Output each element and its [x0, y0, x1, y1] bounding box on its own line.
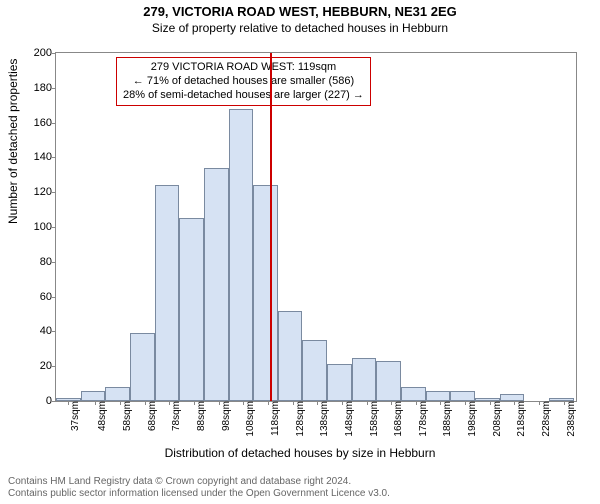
x-tick-label: 228sqm: [539, 401, 552, 437]
annotation-line1: 279 VICTORIA ROAD WEST: 119sqm: [151, 61, 336, 73]
x-tick-label: 218sqm: [514, 401, 527, 437]
x-tick-label: 78sqm: [169, 401, 182, 431]
x-tick-label: 238sqm: [564, 401, 577, 437]
chart-container: 279, VICTORIA ROAD WEST, HEBBURN, NE31 2…: [0, 4, 600, 504]
histogram-bar: [155, 185, 180, 401]
x-axis-label: Distribution of detached houses by size …: [0, 446, 600, 460]
histogram-bar: [56, 398, 81, 401]
histogram-bar: [130, 333, 155, 401]
x-tick-label: 158sqm: [367, 401, 380, 437]
histogram-bar: [81, 391, 106, 401]
marker-annotation: 279 VICTORIA ROAD WEST: 119sqm ← 71% of …: [116, 57, 371, 106]
histogram-bar: [302, 340, 327, 401]
x-tick-label: 208sqm: [490, 401, 503, 437]
property-marker-line: [270, 53, 272, 401]
histogram-bar: [229, 109, 254, 401]
y-axis-label: Number of detached properties: [6, 59, 20, 224]
histogram-bar: [475, 398, 500, 401]
histogram-bar: [105, 387, 130, 401]
footer-line2: Contains public sector information licen…: [8, 488, 390, 499]
histogram-bar: [278, 311, 303, 401]
histogram-bar: [401, 387, 426, 401]
histogram-bar: [500, 394, 525, 401]
histogram-bar: [376, 361, 401, 401]
x-tick-label: 58sqm: [120, 401, 133, 431]
x-tick-label: 37sqm: [68, 401, 81, 431]
histogram-bar: [204, 168, 229, 401]
plot-area: 279 VICTORIA ROAD WEST: 119sqm ← 71% of …: [55, 52, 577, 402]
footer-line1: Contains HM Land Registry data © Crown c…: [8, 476, 351, 487]
histogram-bar: [426, 391, 451, 401]
histogram-bar: [253, 185, 278, 401]
histogram-bar: [450, 391, 475, 401]
page-title: 279, VICTORIA ROAD WEST, HEBBURN, NE31 2…: [0, 4, 600, 19]
histogram-bar: [352, 358, 377, 402]
x-tick-label: 188sqm: [440, 401, 453, 437]
histogram-bar: [327, 364, 352, 401]
x-tick-label: 118sqm: [268, 401, 281, 436]
x-tick-label: 48sqm: [95, 401, 108, 431]
x-tick-label: 138sqm: [317, 401, 330, 437]
x-tick-label: 168sqm: [391, 401, 404, 437]
histogram-bar: [549, 398, 574, 401]
annotation-line2: ← 71% of detached houses are smaller (58…: [133, 75, 354, 87]
chart-subtitle: Size of property relative to detached ho…: [0, 21, 600, 35]
annotation-line3: 28% of semi-detached houses are larger (…: [123, 89, 364, 101]
x-tick-label: 178sqm: [416, 401, 429, 437]
x-tick-label: 108sqm: [243, 401, 256, 437]
footer-attribution: Contains HM Land Registry data © Crown c…: [8, 476, 390, 500]
x-tick-label: 128sqm: [293, 401, 306, 437]
histogram-bar: [179, 218, 204, 401]
x-tick-label: 98sqm: [219, 401, 232, 431]
x-tick-label: 148sqm: [342, 401, 355, 437]
x-tick-label: 68sqm: [145, 401, 158, 431]
x-tick-label: 88sqm: [194, 401, 207, 431]
x-tick-label: 198sqm: [465, 401, 478, 437]
